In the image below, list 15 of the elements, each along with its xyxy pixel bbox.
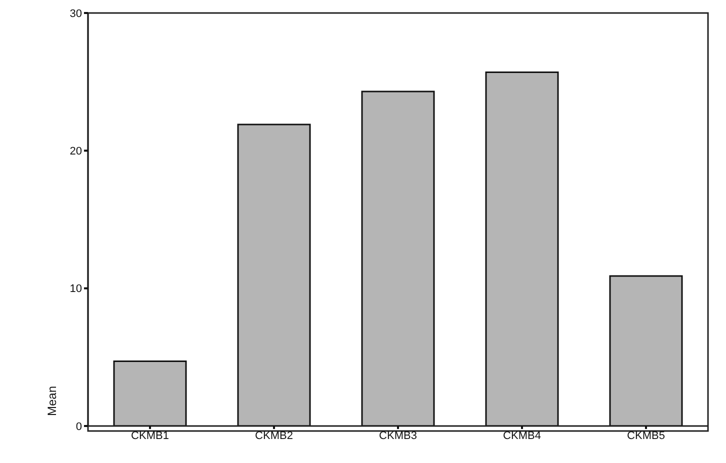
bar bbox=[113, 360, 187, 426]
y-axis-title: Mean bbox=[45, 386, 59, 416]
x-tick-label: CKMB2 bbox=[255, 430, 293, 442]
bar bbox=[609, 275, 683, 426]
bar bbox=[237, 124, 311, 426]
y-tick-label: 10 bbox=[70, 283, 82, 296]
bar bbox=[485, 71, 559, 426]
x-tick-label: CKMB5 bbox=[627, 430, 665, 442]
x-tick-label: CKMB4 bbox=[503, 430, 541, 442]
bar bbox=[361, 90, 435, 426]
x-tick-label: CKMB1 bbox=[131, 430, 169, 442]
y-tick-label: 20 bbox=[70, 146, 82, 158]
x-tick-label: CKMB3 bbox=[379, 430, 417, 442]
y-tick-label: 0 bbox=[76, 420, 82, 433]
y-tick-label: 30 bbox=[70, 8, 82, 20]
